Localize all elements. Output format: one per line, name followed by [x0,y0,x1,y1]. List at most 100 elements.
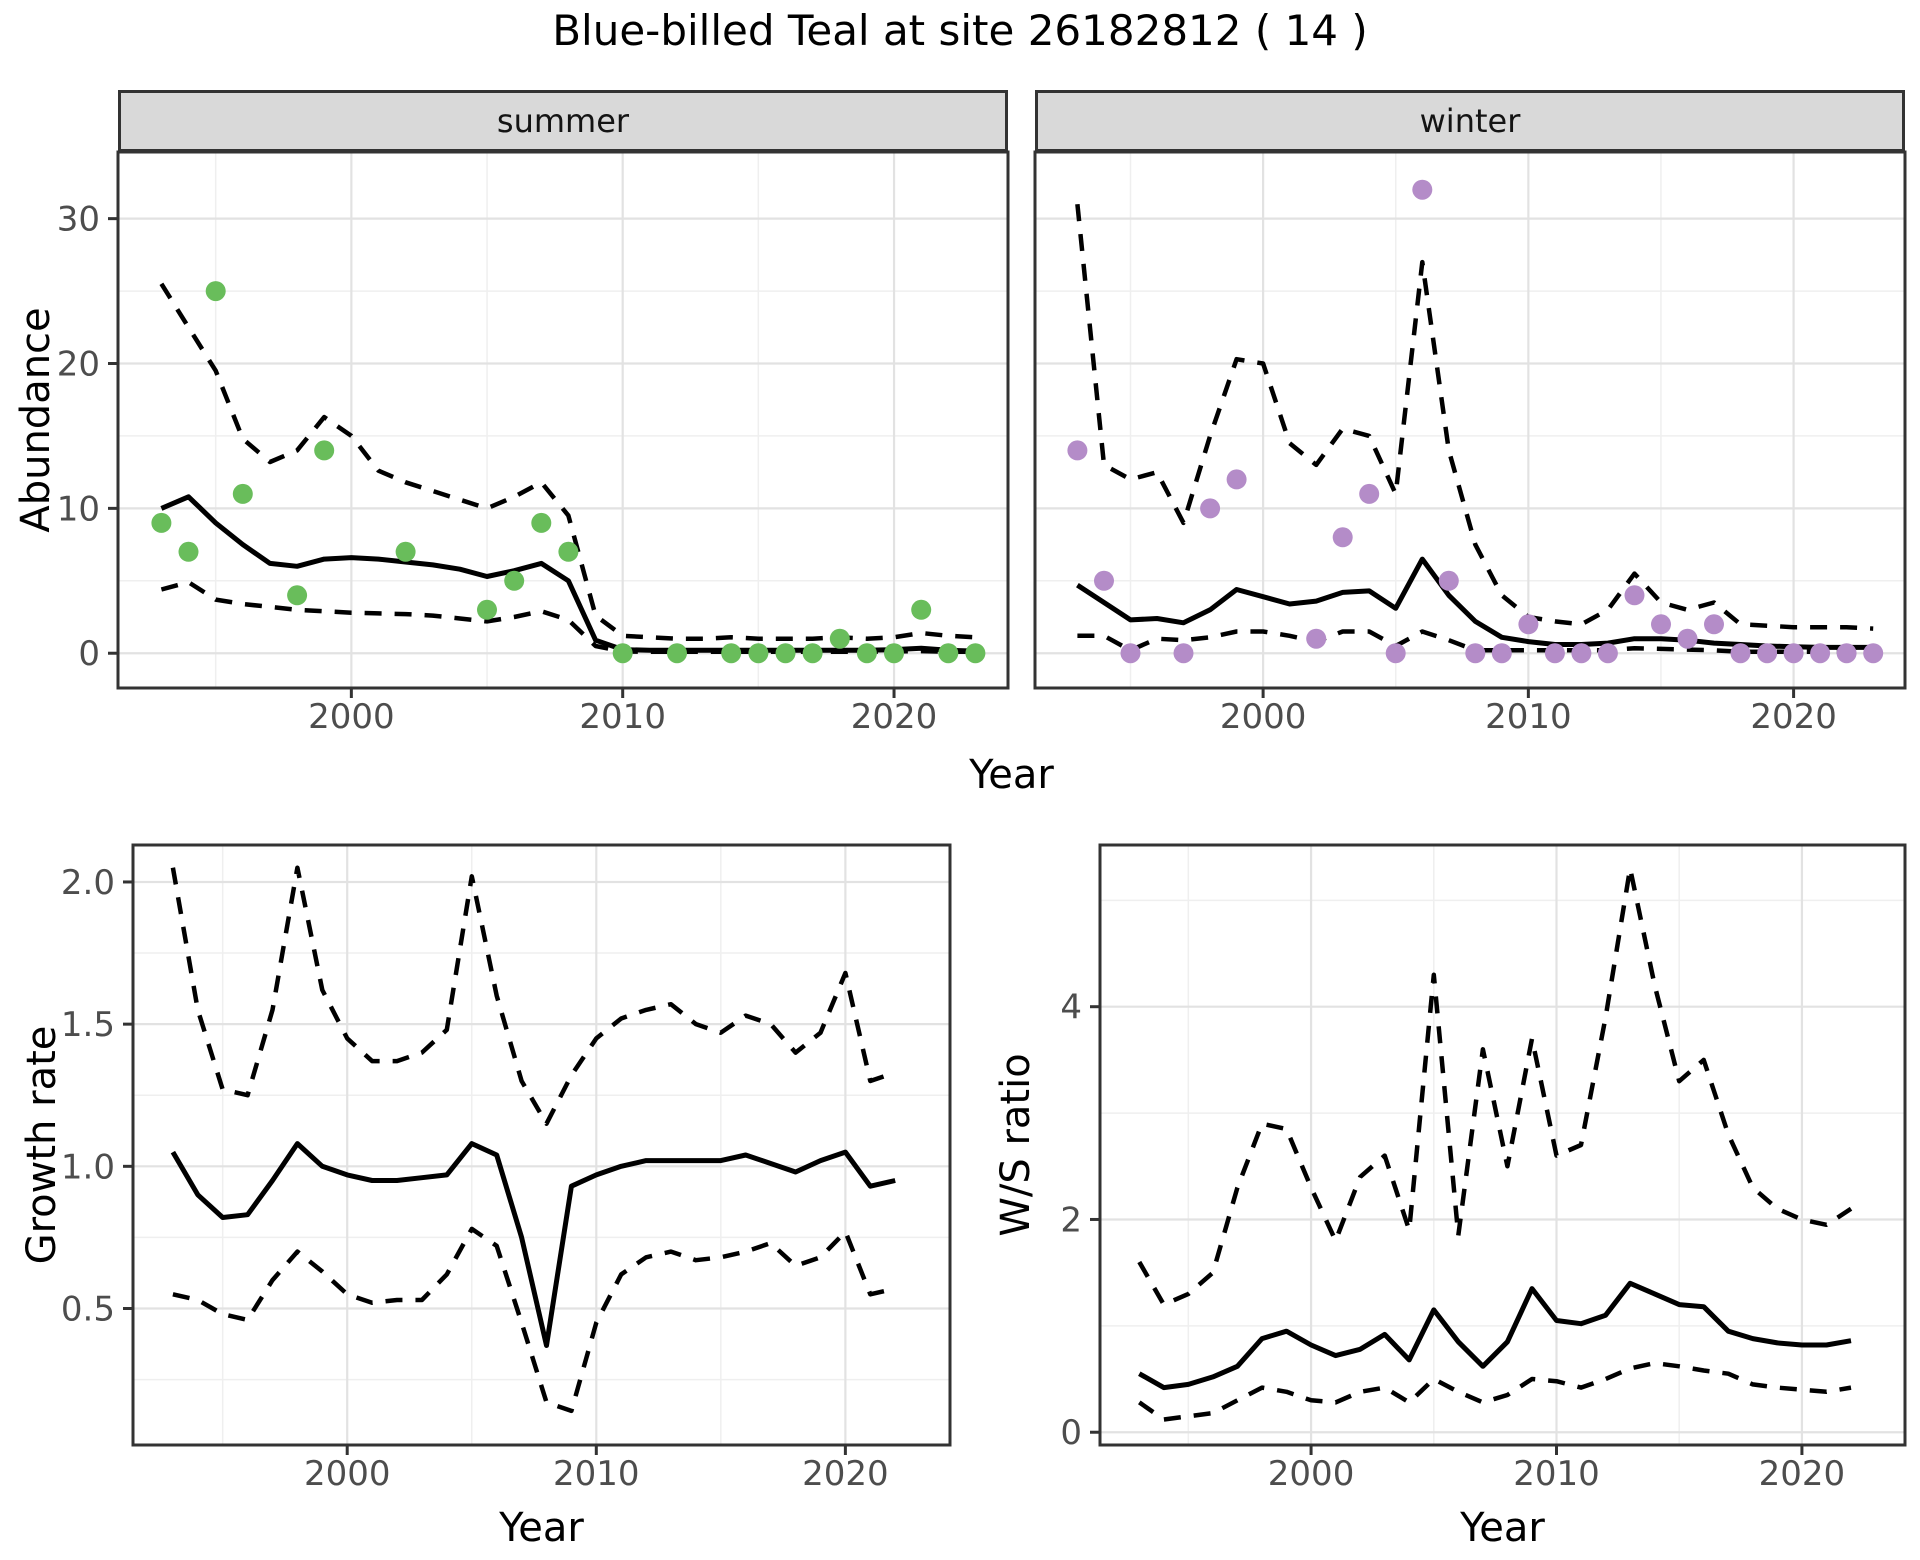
abundance-summer-y-tick-label: 20 [57,345,100,385]
abundance-winter-data-point [1067,440,1088,461]
abundance-summer-panel-border [116,150,1010,690]
ws-ratio-y-tick-label: 4 [1060,988,1082,1028]
abundance-summer-data-point [314,440,335,461]
growth-rate-y-tick-label: 1.0 [61,1147,115,1187]
abundance-winter-data-point [1518,614,1539,635]
abundance-winter-data-point [1677,628,1698,649]
abundance-summer-x-tick-label: 2020 [851,697,938,737]
growth-rate-upper-ci-line [170,865,896,1126]
abundance-winter-data-point [1730,643,1751,664]
y-axis-title-ws-ratio: W/S ratio [993,1053,1039,1237]
abundance-winter-data-point [1385,643,1406,664]
abundance-winter-data-point [1094,570,1114,591]
abundance-summer-panel-bg [118,152,1008,688]
growth-rate-y-tick-label: 2.0 [61,863,115,903]
y-axis-title-abundance: Abundance [13,307,59,533]
abundance-winter-x-tick-label: 2000 [1220,697,1307,737]
abundance-summer-data-point [884,643,904,664]
abundance-summer-data-point [395,541,416,562]
abundance-winter-data-point [1757,643,1778,664]
abundance-summer-data-point [477,599,497,620]
abundance-summer-data-point [612,643,633,664]
x-axis-title-abundance: Year [969,752,1054,798]
growth-rate-median-line [170,1141,896,1348]
abundance-winter-data-point [1359,483,1380,504]
abundance-summer-data-point [504,570,525,591]
abundance-winter-data-point [1544,643,1565,664]
abundance-summer-data-point [856,643,877,664]
abundance-summer-data-point [531,512,552,533]
growth-rate-x-tick-label: 2020 [802,1454,889,1494]
abundance-summer-data-point [721,643,742,664]
abundance-winter-panel-border [1033,150,1907,690]
abundance-winter-x-tick-label: 2020 [1750,697,1837,737]
abundance-winter-data-point [1200,498,1221,519]
abundance-winter-data-point [1306,628,1327,649]
growth-rate-x-tick-label: 2000 [304,1454,391,1494]
abundance-winter-x-tick-label: 2010 [1485,697,1572,737]
abundance-winter-panel-bg [1035,152,1905,688]
y-axis-title-growth-rate: Growth rate [19,1025,65,1265]
abundance-winter-data-point [1597,643,1618,664]
growth-rate-x-tick-label: 2010 [553,1454,640,1494]
abundance-summer-data-point [287,585,308,606]
abundance-winter-data-point [1836,643,1857,664]
abundance-summer-data-point [965,643,986,664]
abundance-summer-data-point [178,541,199,562]
abundance-summer-lower-ci-line [160,579,976,655]
abundance-winter-data-point [1332,527,1353,548]
abundance-winter-data-point [1491,643,1512,664]
abundance-summer-data-point [205,281,226,302]
abundance-winter-upper-ci-line [1075,203,1874,631]
ws-ratio-y-tick-label: 0 [1060,1413,1082,1453]
abundance-summer-y-tick-label: 0 [78,634,100,674]
growth-rate-y-tick-label: 0.5 [61,1290,115,1330]
abundance-summer-x-tick-label: 2010 [579,697,666,737]
abundance-summer-data-point [938,643,959,664]
abundance-winter-data-point [1120,643,1141,664]
abundance-winter-data-point [1173,643,1194,664]
chart-title: Blue-billed Teal at site 26182812 ( 14 ) [552,6,1368,55]
ws-ratio-median-line [1138,1280,1852,1391]
abundance-summer-x-tick-label: 2000 [308,697,395,737]
ws-ratio-x-tick-label: 2020 [1759,1454,1846,1494]
abundance-winter-data-point [1810,643,1831,664]
abundance-summer-data-point [151,512,172,533]
abundance-winter-data-point [1571,643,1592,664]
abundance-summer-data-point [667,643,687,664]
growth-rate-panel-bg [133,845,950,1445]
abundance-summer-data-point [558,541,579,562]
abundance-summer-data-point [829,628,850,649]
abundance-winter-data-point [1651,614,1671,635]
abundance-summer-y-tick-label: 30 [57,200,100,240]
facet-strip-summer: summer [118,90,1008,152]
abundance-summer-data-point [775,643,796,664]
facet-strip-winter: winter [1035,90,1905,152]
abundance-summer-data-point [911,599,932,620]
x-axis-title-ws-ratio: Year [1460,1505,1545,1551]
abundance-winter-data-point [1624,585,1645,606]
facet-strip-winter-label: winter [1419,102,1521,140]
abundance-winter-data-point [1412,179,1433,200]
abundance-winter-data-point [1226,469,1247,490]
growth-rate-panel-border [131,843,952,1447]
abundance-winter-data-point [1465,643,1486,664]
growth-rate-y-tick-label: 1.5 [61,1005,115,1045]
ws-ratio-x-tick-label: 2010 [1513,1454,1600,1494]
ws-ratio-x-tick-label: 2000 [1268,1454,1355,1494]
abundance-summer-y-tick-label: 10 [57,489,100,529]
abundance-summer-data-point [802,643,823,664]
ws-ratio-panel-border [1098,843,1907,1447]
abundance-winter-data-point [1704,614,1724,635]
ws-ratio-lower-ci-line [1138,1360,1852,1422]
abundance-winter-data-point [1783,643,1804,664]
abundance-winter-data-point [1438,570,1459,591]
abundance-winter-data-point [1863,643,1884,664]
x-axis-title-growth-rate: Year [499,1505,584,1551]
growth-rate-lower-ci-line [172,1226,896,1414]
ws-ratio-y-tick-label: 2 [1060,1200,1082,1240]
facet-strip-summer-label: summer [496,102,630,140]
ws-ratio-upper-ci-line [1137,866,1853,1307]
